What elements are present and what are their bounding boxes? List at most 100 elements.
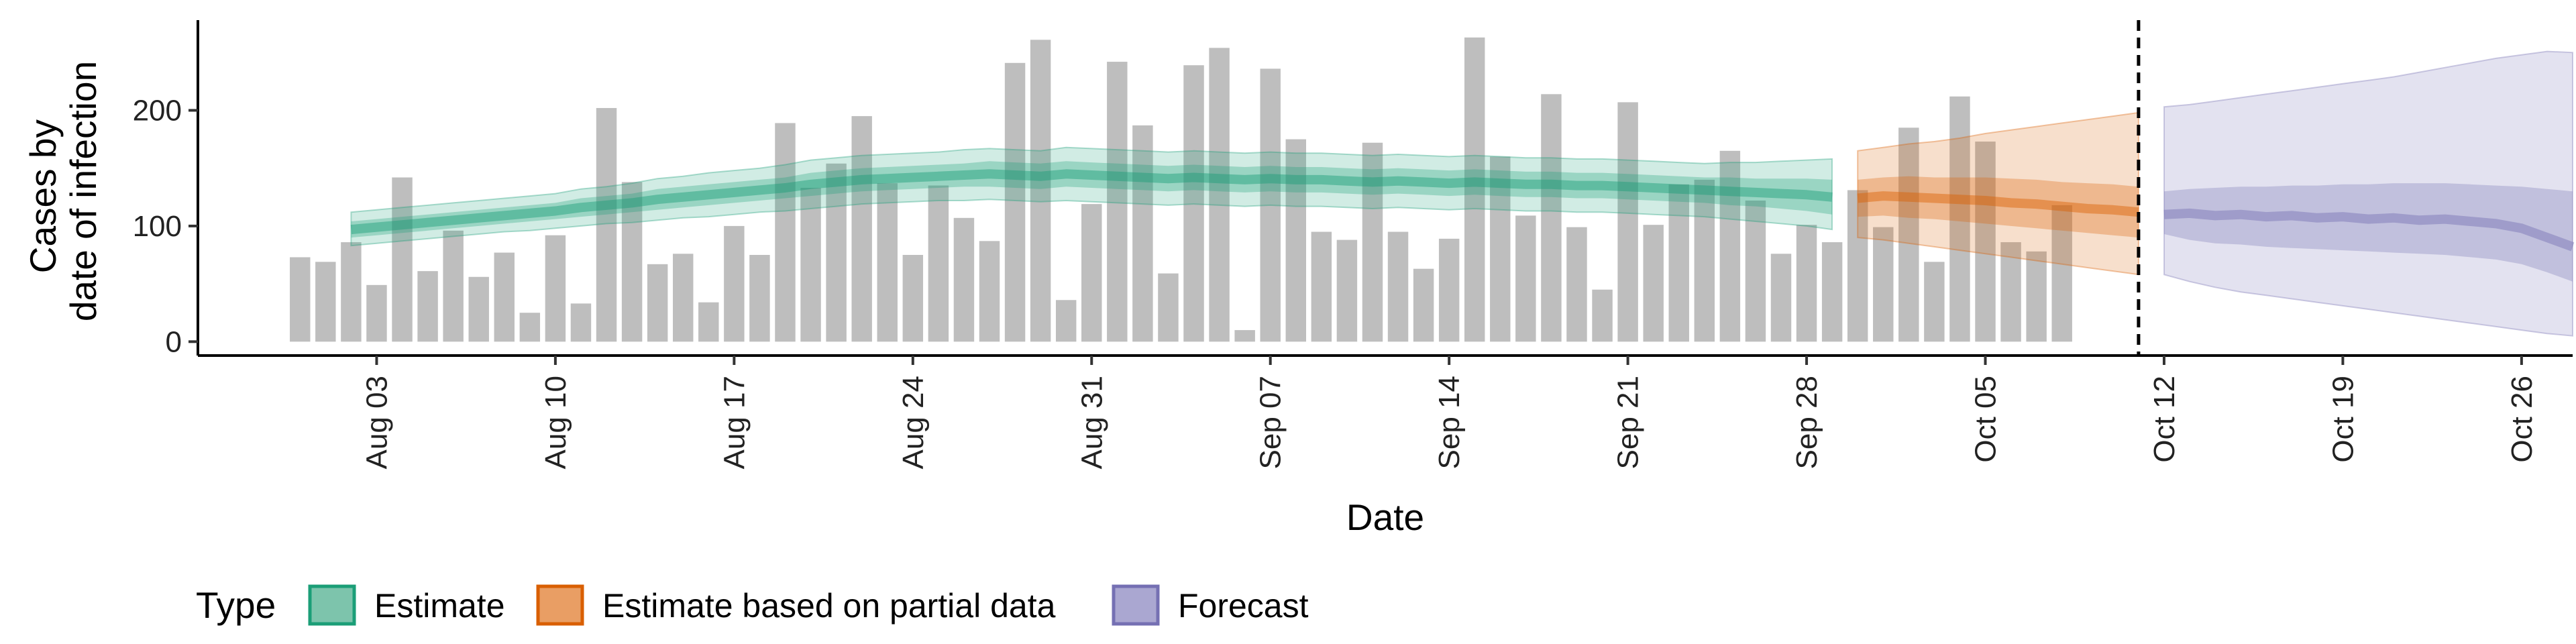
x-tick-label: Sep 28 [1790,376,1823,469]
case-bar [1924,262,1945,342]
case-bar [1030,40,1051,342]
y-axis-title: Cases by date of infection [22,61,104,321]
y-tick-label: 0 [166,325,182,358]
inner-interval-band [1858,176,2139,238]
median-line [1857,191,2139,217]
x-tick-label: Aug 24 [897,376,930,469]
case-bar [1107,62,1128,342]
series-forecast [2163,50,2575,337]
legend-label: Forecast [1178,587,1309,625]
y-axis-ticks: 0 100 200 [133,94,198,358]
case-bar [1260,68,1281,342]
case-bar [1949,96,1970,342]
case-bar [1592,289,1613,342]
x-tick-label: Sep 21 [1612,376,1645,469]
case-bar [290,257,311,342]
case-bar [1873,227,1894,342]
x-tick-label: Sep 07 [1254,376,1287,469]
case-bar [673,254,694,342]
case-bar [1183,65,1204,342]
series-estimate-based-on-partial-data [1857,111,2139,276]
case-bar [1898,127,1919,342]
case-bar [1719,150,1741,342]
outer-interval-band [350,146,1833,247]
case-bar [1975,142,1996,342]
case-bar [724,225,745,342]
case-bar [1336,239,1358,342]
x-tick-label: Oct 19 [2326,376,2359,463]
case-bar [1566,227,1587,342]
x-tick-label: Sep 14 [1433,376,1466,469]
case-bar [1847,190,1868,342]
case-bar [443,230,464,342]
median-line [2163,208,2575,252]
case-bar [902,255,924,342]
case-bar [1694,179,1715,342]
case-bar [1158,273,1179,342]
case-bars [290,37,2072,342]
case-bar [1387,231,1409,342]
x-tick-label: Oct 05 [1970,376,2002,463]
legend-item-estimate: Estimate [308,584,505,626]
case-bar [366,284,387,342]
case-bar [979,241,1000,342]
case-bar [468,276,489,342]
x-tick-label: Oct 12 [2148,376,2181,463]
legend: Type Estimate Estimate based on partial d… [196,584,1309,626]
case-bar [877,183,898,342]
case-bar [1362,142,1383,342]
axes: 0 100 200 Aug 03 Aug 10 Aug 17 Aug 24 Aug 31 Se… [133,20,2573,469]
legend-swatch [308,584,356,626]
case-bar [341,242,362,342]
case-bar [621,182,643,342]
case-bar [392,177,413,342]
legend-swatch [1112,584,1160,626]
case-bar [698,302,719,342]
case-bar [1209,48,1230,342]
case-bar [315,262,336,342]
case-bar [749,255,770,342]
median-line [350,169,1833,235]
case-bar [1770,254,1792,342]
x-tick-label: Aug 31 [1075,376,1108,469]
case-bar [417,271,438,342]
x-tick-label: Oct 26 [2506,376,2538,463]
x-axis-title: Date [1346,496,1424,538]
case-bar [1617,102,1638,342]
case-bar [1490,156,1511,342]
case-bar [1438,238,1460,342]
x-tick-label: Aug 10 [539,376,572,469]
inner-interval-band [2164,183,2573,282]
case-bar [2000,242,2021,342]
case-bar [1464,37,1485,342]
case-bar [1668,184,1689,342]
case-bar [1004,62,1026,342]
case-bar [519,313,541,342]
case-bar [1796,225,1817,342]
outer-interval-band [2163,50,2573,337]
inner-interval-band [351,161,1833,238]
x-axis-ticks: Aug 03 Aug 10 Aug 17 Aug 24 Aug 31 Sep 07 Sep … [360,356,2538,469]
y-tick-label: 100 [133,210,182,243]
legend-item-forecast: Forecast [1112,584,1309,626]
case-bar [953,217,975,342]
case-bar [2051,205,2072,342]
case-bar [545,235,566,342]
y-axis-title-line-1: Cases by [22,119,64,274]
x-tick-label: Aug 17 [718,376,751,469]
case-bar [775,123,796,342]
case-bar [800,188,821,342]
case-bar [1515,215,1536,342]
case-bar [1821,242,1843,342]
case-bar [596,108,617,342]
legend-title: Type [196,584,276,626]
case-bar [1413,268,1434,342]
case-bar [1132,125,1153,342]
legend-item-estimate-based-on-partial-data: Estimate based on partial data [536,584,1056,626]
estimate-bands [350,50,2575,337]
case-bar [2026,251,2047,342]
y-tick-label: 200 [133,94,182,127]
case-bar [494,252,515,342]
case-bar [1745,200,1766,342]
